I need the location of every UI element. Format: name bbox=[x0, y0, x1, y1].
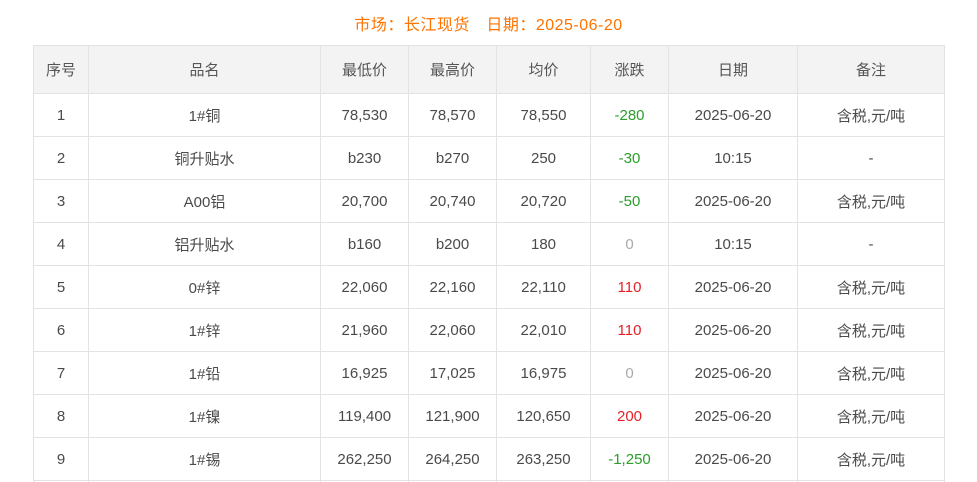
cell-product-name: 0#锌 bbox=[88, 265, 321, 309]
column-header-high: 最高价 bbox=[408, 45, 497, 94]
cell-change: -1,250 bbox=[590, 437, 669, 481]
cell-product-name: 铜升贴水 bbox=[88, 136, 321, 180]
cell-change: 0 bbox=[590, 351, 669, 395]
cell-low-price: 16,925 bbox=[320, 351, 409, 395]
cell-high-price: 22,160 bbox=[408, 265, 497, 309]
table-row: 4 铝升贴水 b160 b200 180 0 10:15 - bbox=[33, 222, 945, 266]
cell-row-number: 3 bbox=[33, 179, 89, 223]
cell-low-price: b160 bbox=[320, 222, 409, 266]
cell-note: 含税,元/吨 bbox=[797, 93, 945, 137]
cell-date: 2025-06-20 bbox=[668, 265, 798, 309]
cell-low-price: 262,250 bbox=[320, 437, 409, 481]
cell-note: 含税,元/吨 bbox=[797, 179, 945, 223]
cell-product-name: 1#镍 bbox=[88, 394, 321, 438]
cell-product-name: 1#锌 bbox=[88, 308, 321, 352]
table-row: 7 1#铅 16,925 17,025 16,975 0 2025-06-20 … bbox=[33, 351, 945, 395]
price-table: 序号 品名 最低价 最高价 均价 涨跌 日期 备注 1 1#铜 78,530 7… bbox=[33, 45, 945, 482]
cell-product-name: A00铝 bbox=[88, 179, 321, 223]
table-row: 5 0#锌 22,060 22,160 22,110 110 2025-06-2… bbox=[33, 265, 945, 309]
cell-date: 2025-06-20 bbox=[668, 437, 798, 481]
cell-note: 含税,元/吨 bbox=[797, 351, 945, 395]
table-row: 1 1#铜 78,530 78,570 78,550 -280 2025-06-… bbox=[33, 93, 945, 137]
cell-high-price: 22,060 bbox=[408, 308, 497, 352]
column-header-note: 备注 bbox=[797, 45, 945, 94]
cell-change: -50 bbox=[590, 179, 669, 223]
cell-low-price: 22,060 bbox=[320, 265, 409, 309]
cell-date: 2025-06-20 bbox=[668, 179, 798, 223]
cell-high-price: 78,570 bbox=[408, 93, 497, 137]
column-header-date: 日期 bbox=[668, 45, 798, 94]
cell-change: 200 bbox=[590, 394, 669, 438]
cell-high-price: b200 bbox=[408, 222, 497, 266]
cell-product-name: 铝升贴水 bbox=[88, 222, 321, 266]
price-table-container: 序号 品名 最低价 最高价 均价 涨跌 日期 备注 1 1#铜 78,530 7… bbox=[0, 45, 977, 482]
cell-date: 2025-06-20 bbox=[668, 351, 798, 395]
cell-date: 2025-06-20 bbox=[668, 308, 798, 352]
cell-product-name: 1#铜 bbox=[88, 93, 321, 137]
cell-avg-price: 22,010 bbox=[496, 308, 591, 352]
cell-row-number: 7 bbox=[33, 351, 89, 395]
cell-row-number: 2 bbox=[33, 136, 89, 180]
cell-note: 含税,元/吨 bbox=[797, 308, 945, 352]
cell-high-price: 264,250 bbox=[408, 437, 497, 481]
cell-change: 110 bbox=[590, 308, 669, 352]
cell-date: 2025-06-20 bbox=[668, 394, 798, 438]
cell-row-number: 6 bbox=[33, 308, 89, 352]
cell-low-price: 119,400 bbox=[320, 394, 409, 438]
cell-row-number: 8 bbox=[33, 394, 89, 438]
cell-date: 2025-06-20 bbox=[668, 93, 798, 137]
cell-avg-price: 120,650 bbox=[496, 394, 591, 438]
cell-note: - bbox=[797, 222, 945, 266]
cell-avg-price: 22,110 bbox=[496, 265, 591, 309]
cell-change: 110 bbox=[590, 265, 669, 309]
cell-note: - bbox=[797, 136, 945, 180]
cell-avg-price: 263,250 bbox=[496, 437, 591, 481]
cell-note bbox=[797, 480, 945, 482]
column-header-no: 序号 bbox=[33, 45, 89, 94]
table-row: 8 1#镍 119,400 121,900 120,650 200 2025-0… bbox=[33, 394, 945, 438]
cell-row-number: 4 bbox=[33, 222, 89, 266]
cell-low-price: 21,960 bbox=[320, 308, 409, 352]
cell-product-name: 1#铅 bbox=[88, 351, 321, 395]
cell-row-number: 9 bbox=[33, 437, 89, 481]
table-row: 3 A00铝 20,700 20,740 20,720 -50 2025-06-… bbox=[33, 179, 945, 223]
cell-note: 含税,元/吨 bbox=[797, 265, 945, 309]
column-header-low: 最低价 bbox=[320, 45, 409, 94]
cell-date: 10:15 bbox=[668, 136, 798, 180]
cell-high-price: 17,025 bbox=[408, 351, 497, 395]
cell-high-price: 20,740 bbox=[408, 179, 497, 223]
cell-avg-price: 16,975 bbox=[496, 351, 591, 395]
cell-avg-price: 180 bbox=[496, 222, 591, 266]
cell-avg-price: 250 bbox=[496, 136, 591, 180]
price-table-body: 1 1#铜 78,530 78,570 78,550 -280 2025-06-… bbox=[33, 93, 945, 482]
page-title: 市场：长江现货 日期：2025-06-20 bbox=[354, 16, 623, 34]
cell-change: -30 bbox=[590, 136, 669, 180]
table-row: 6 1#锌 21,960 22,060 22,010 110 2025-06-2… bbox=[33, 308, 945, 352]
cell-note: 含税,元/吨 bbox=[797, 394, 945, 438]
cell-change: -280 bbox=[590, 93, 669, 137]
cell-high-price: 121,900 bbox=[408, 394, 497, 438]
cell-product-name: 1#锡 bbox=[88, 437, 321, 481]
cell-change: 0 bbox=[590, 222, 669, 266]
column-header-change: 涨跌 bbox=[590, 45, 669, 94]
cell-avg-price: 20,720 bbox=[496, 179, 591, 223]
cell-row-number: 1 bbox=[33, 93, 89, 137]
cell-high-price: b270 bbox=[408, 136, 497, 180]
cell-date: 10:15 bbox=[668, 222, 798, 266]
cell-low-price: b230 bbox=[320, 136, 409, 180]
table-row: 2 铜升贴水 b230 b270 250 -30 10:15 - bbox=[33, 136, 945, 180]
cell-row-number: 5 bbox=[33, 265, 89, 309]
cell-note: 含税,元/吨 bbox=[797, 437, 945, 481]
column-header-name: 品名 bbox=[88, 45, 321, 94]
price-table-header: 序号 品名 最低价 最高价 均价 涨跌 日期 备注 bbox=[33, 45, 945, 94]
cell-low-price: 20,700 bbox=[320, 179, 409, 223]
table-row: 9 1#锡 262,250 264,250 263,250 -1,250 202… bbox=[33, 437, 945, 481]
cell-avg-price: 78,550 bbox=[496, 93, 591, 137]
table-row bbox=[33, 480, 945, 482]
cell-low-price: 78,530 bbox=[320, 93, 409, 137]
header-row: 序号 品名 最低价 最高价 均价 涨跌 日期 备注 bbox=[33, 45, 945, 94]
column-header-avg: 均价 bbox=[496, 45, 591, 94]
